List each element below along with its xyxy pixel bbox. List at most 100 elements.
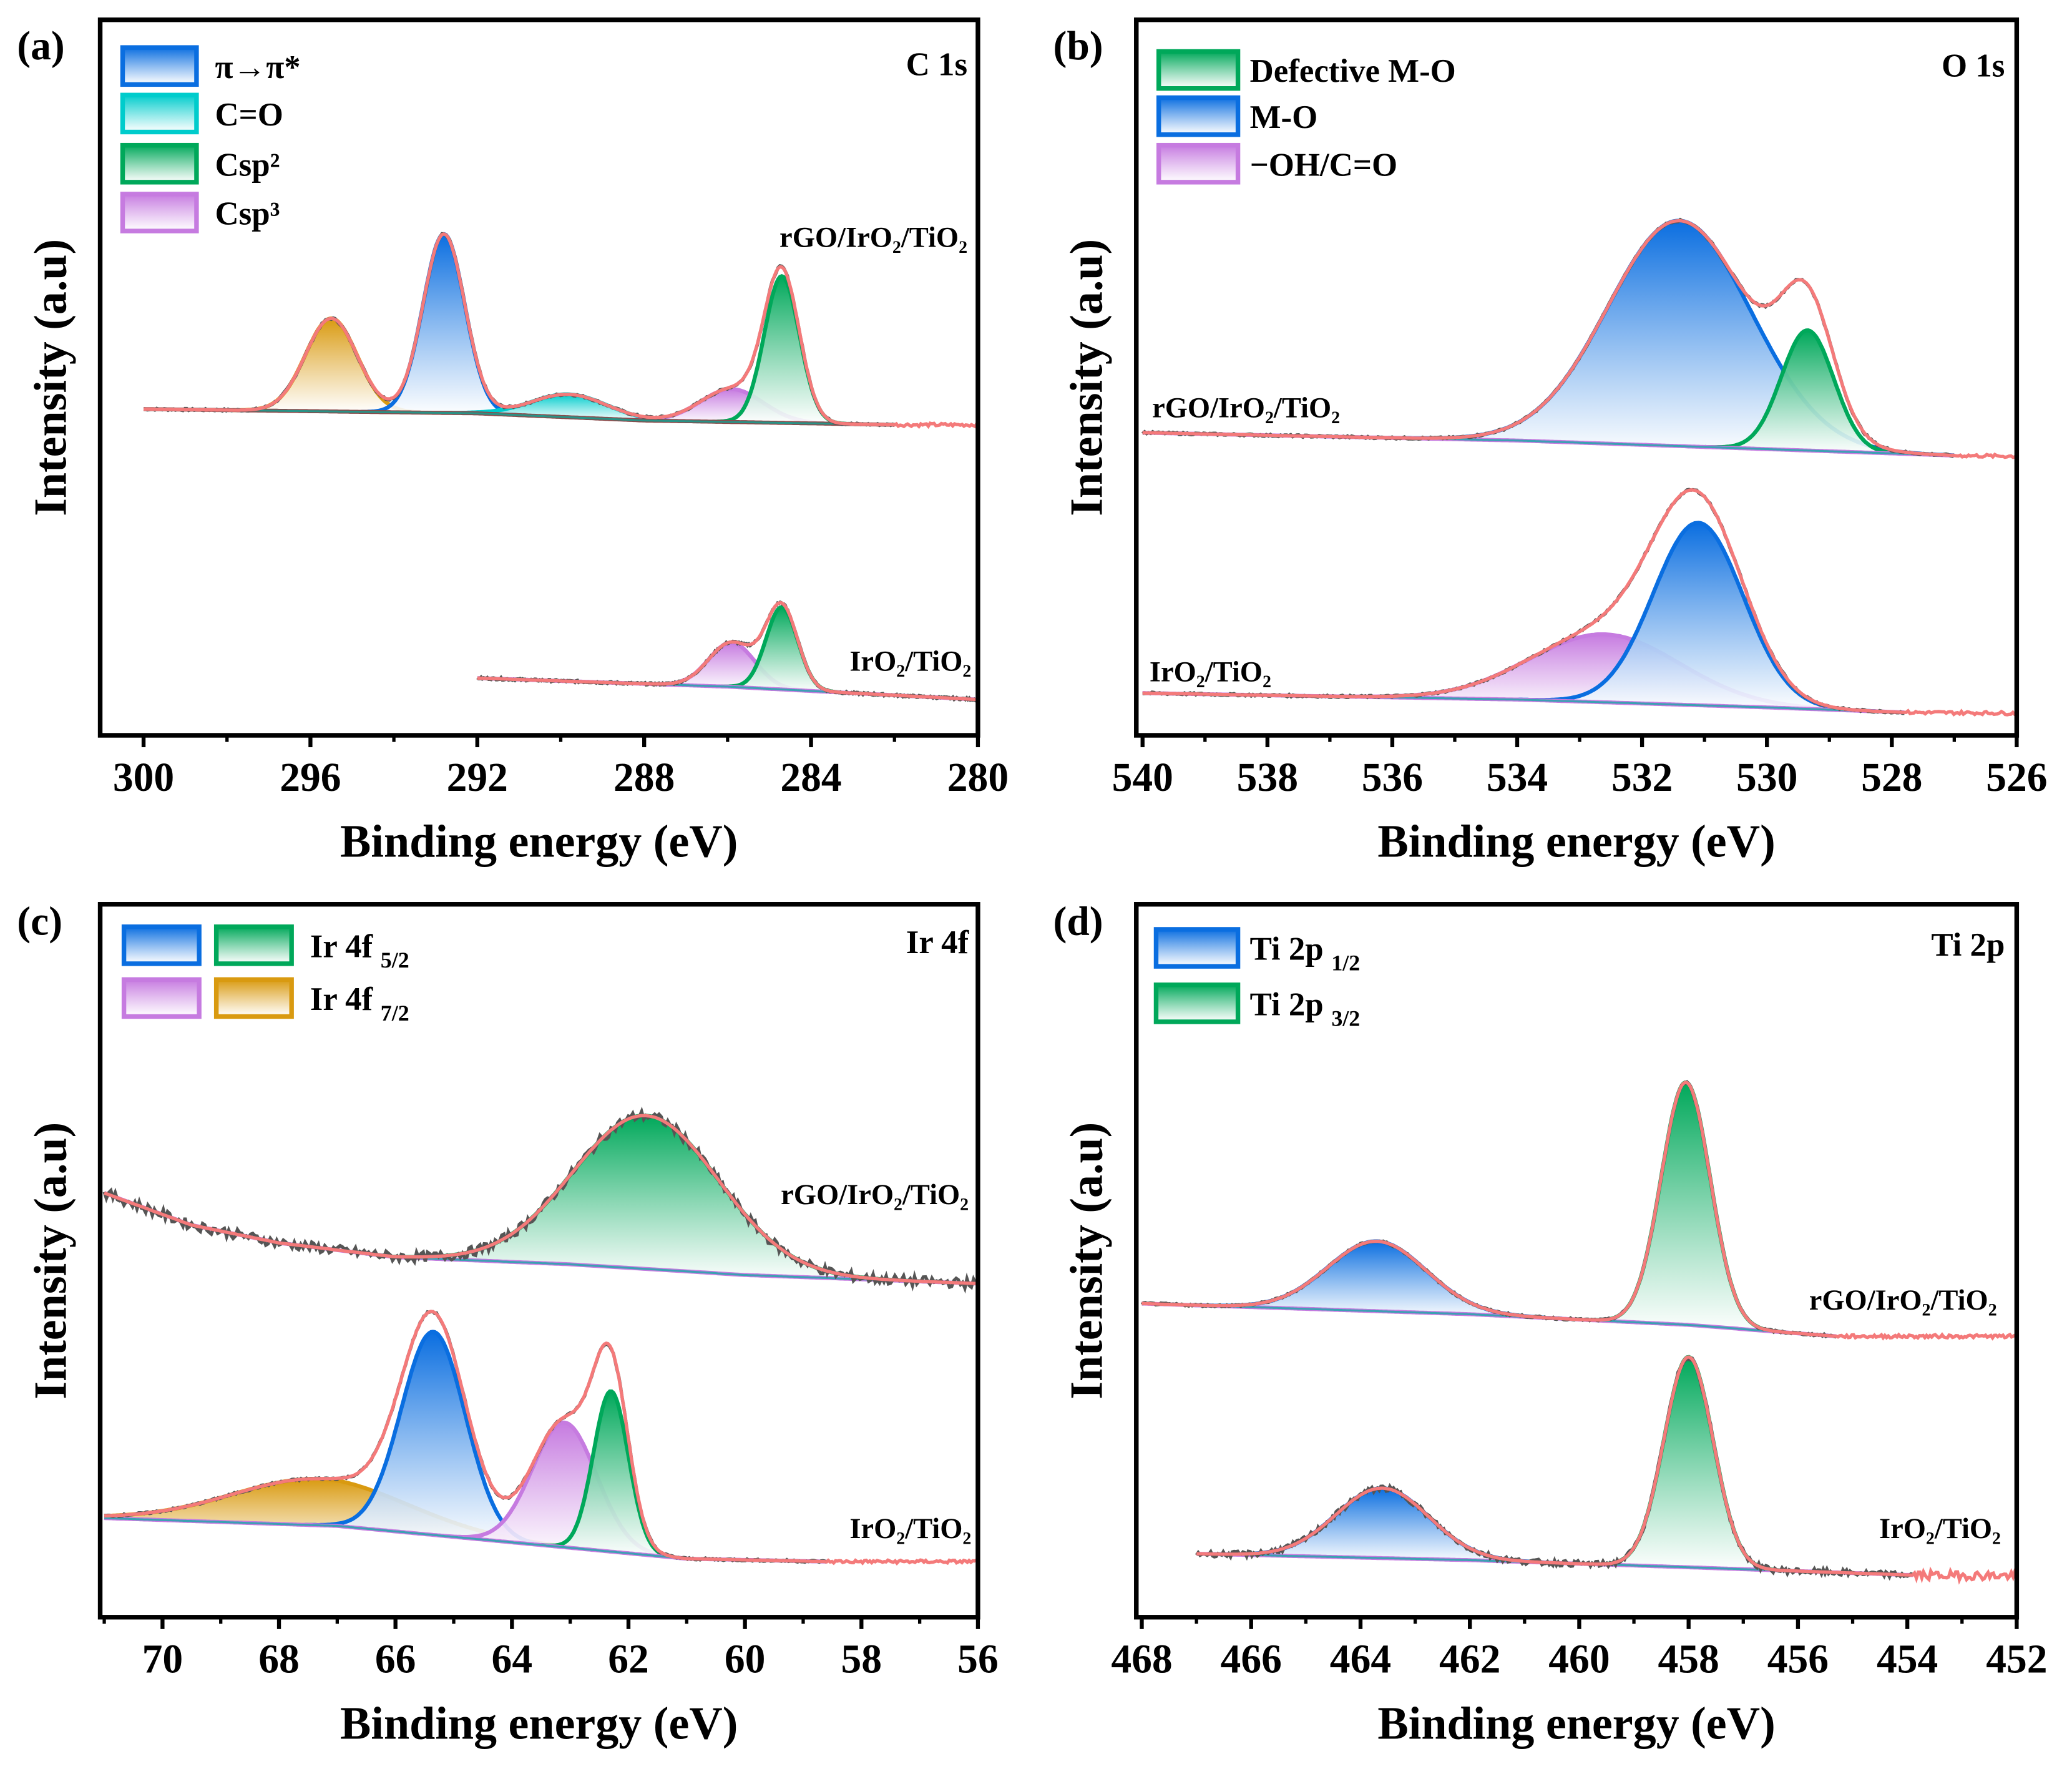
- peak-component-fill: [361, 233, 527, 416]
- element-label: Ti 2p: [1931, 927, 2005, 963]
- sample-spectrum: [104, 1310, 977, 1566]
- legend-swatch: [120, 92, 199, 135]
- legend-entry: Defective M-O: [1250, 53, 1456, 89]
- x-tick-label: 532: [1611, 755, 1673, 800]
- legend-label: π→π*: [215, 49, 301, 86]
- legend-swatch: [1156, 49, 1241, 91]
- x-tick-label: 538: [1237, 755, 1298, 800]
- legend-entry: Ti 2p 3/2: [1250, 986, 1361, 1031]
- legend-swatch: [1153, 927, 1241, 969]
- plot-frame: [97, 902, 980, 1620]
- peak-component-fill: [1517, 522, 1880, 712]
- legend-swatch: [1153, 983, 1241, 1024]
- y-axis-title: Intensity (a.u): [26, 1122, 77, 1399]
- x-tick-label: 64: [492, 1637, 533, 1682]
- x-axis-title: Binding energy (eV): [340, 1698, 738, 1749]
- sample-label: rGO/IrO₂/TiO₂: [1809, 1285, 1997, 1316]
- legend-label-subscript: 1/2: [1331, 950, 1360, 975]
- sample-label: IrO₂/TiO₂: [1150, 656, 1271, 688]
- plot-frame: [97, 17, 980, 738]
- peak-component-line: [1704, 328, 1910, 456]
- legend-swatch: [1156, 95, 1241, 137]
- legend-label: −OH/C=O: [1250, 147, 1397, 183]
- envelope-fit-line: [1141, 1081, 2016, 1341]
- plot-area: [1140, 1079, 2017, 1585]
- peak-component-fill: [1321, 634, 1887, 712]
- panel-label: (a): [17, 24, 64, 69]
- x-tick-label: 300: [113, 755, 174, 800]
- legend-label-subscript: 3/2: [1331, 1006, 1360, 1031]
- legend-entry: C=O: [215, 97, 283, 133]
- y-axis-title: Intensity (a.u): [26, 239, 77, 516]
- legend-label: Csp³: [215, 196, 280, 232]
- sample-label: IrO₂/TiO₂: [849, 1513, 971, 1545]
- legend-label: Ir 4f: [310, 981, 374, 1017]
- peak-component-fill: [355, 1115, 937, 1282]
- legend-swatch: [120, 45, 199, 87]
- plot-area: [143, 232, 978, 703]
- legend-swatch: [120, 142, 199, 185]
- peak-component-fill: [1588, 1356, 1788, 1571]
- envelope-fit-line: [477, 601, 978, 702]
- plot-area: [102, 1106, 978, 1566]
- x-tick-label: 460: [1548, 1637, 1610, 1682]
- legend-swatch: [1156, 142, 1241, 185]
- x-tick-label: 464: [1330, 1637, 1391, 1682]
- background-line-alt: [143, 408, 895, 426]
- peak-component-fill: [440, 394, 700, 422]
- x-axis-title: Binding energy (eV): [340, 816, 738, 868]
- legend-entry: Csp³: [215, 196, 280, 232]
- x-tick-label: 280: [947, 755, 1009, 800]
- x-tick-label: 458: [1658, 1637, 1719, 1682]
- sample-spectrum: [1142, 488, 2017, 717]
- legend-label-subscript: 5/2: [381, 948, 409, 973]
- element-label: O 1s: [1942, 48, 2005, 84]
- peak-component-fill: [541, 1391, 681, 1559]
- sample-label: IrO₂/TiO₂: [849, 645, 971, 677]
- x-tick-label: 468: [1111, 1637, 1172, 1682]
- envelope-fit-line: [104, 1310, 977, 1566]
- y-axis-title: Intensity (a.u): [1062, 239, 1113, 516]
- x-tick-label: 456: [1767, 1637, 1829, 1682]
- envelope-fit-line: [1142, 218, 2016, 459]
- peak-component-fill: [648, 642, 816, 692]
- legend-swatch: [120, 192, 199, 233]
- peak-component-fill: [1192, 1241, 1562, 1319]
- legend-label: Defective M-O: [1250, 53, 1456, 89]
- legend: Defective M-O M-O −OH/C=O: [1156, 49, 1456, 185]
- panel-d: rGO/IrO₂/TiO₂ IrO₂/TiO₂ 468 466 464 462 460 458…: [1053, 899, 2047, 1749]
- panel-label: (d): [1053, 899, 1103, 944]
- peak-component-fill: [305, 1331, 563, 1547]
- panel-c: rGO/IrO₂/TiO₂ IrO₂/TiO₂ 70 68 66 64 62 60 58 56 Bi…: [17, 899, 998, 1749]
- x-tick-label: 60: [725, 1637, 766, 1682]
- x-tick-label: 70: [142, 1637, 183, 1682]
- legend-entry: −OH/C=O: [1250, 147, 1397, 183]
- legend-entry: Ir 4f 7/2: [310, 981, 409, 1026]
- x-tick-label: 526: [1986, 755, 2047, 800]
- x-axis-title: Binding energy (eV): [1377, 816, 1775, 868]
- x-tick-label: 534: [1487, 755, 1548, 800]
- background-line-alt: [1141, 1302, 1837, 1338]
- legend-swatch: [121, 977, 202, 1019]
- x-tick-label: 66: [375, 1637, 416, 1682]
- y-axis-title: Intensity (a.u): [1062, 1122, 1113, 1399]
- sample-spectrum: [1140, 1079, 2016, 1341]
- peak-component-fill: [721, 607, 842, 693]
- legend-label: M-O: [1250, 99, 1318, 135]
- legend-entry: Ir 4f 5/2: [310, 928, 409, 973]
- peak-component-fill: [1704, 330, 1910, 454]
- envelope-fit-line: [104, 1114, 978, 1285]
- envelope-fit-line: [1142, 488, 2017, 717]
- plot-frame: [1134, 17, 2020, 738]
- sample-spectrum: [102, 1106, 978, 1294]
- panel-label: (c): [17, 899, 62, 944]
- legend: π→π* C=O Csp² Csp³: [120, 45, 301, 233]
- peak-component-fill: [232, 318, 431, 413]
- x-tick-label: 454: [1877, 1637, 1938, 1682]
- x-tick-label: 284: [780, 755, 841, 800]
- legend-entry: Csp²: [215, 147, 280, 183]
- peak-component-fill: [1586, 1082, 1786, 1333]
- x-tick-label: 528: [1861, 755, 1922, 800]
- legend-entry: Ti 2p 1/2: [1250, 931, 1361, 976]
